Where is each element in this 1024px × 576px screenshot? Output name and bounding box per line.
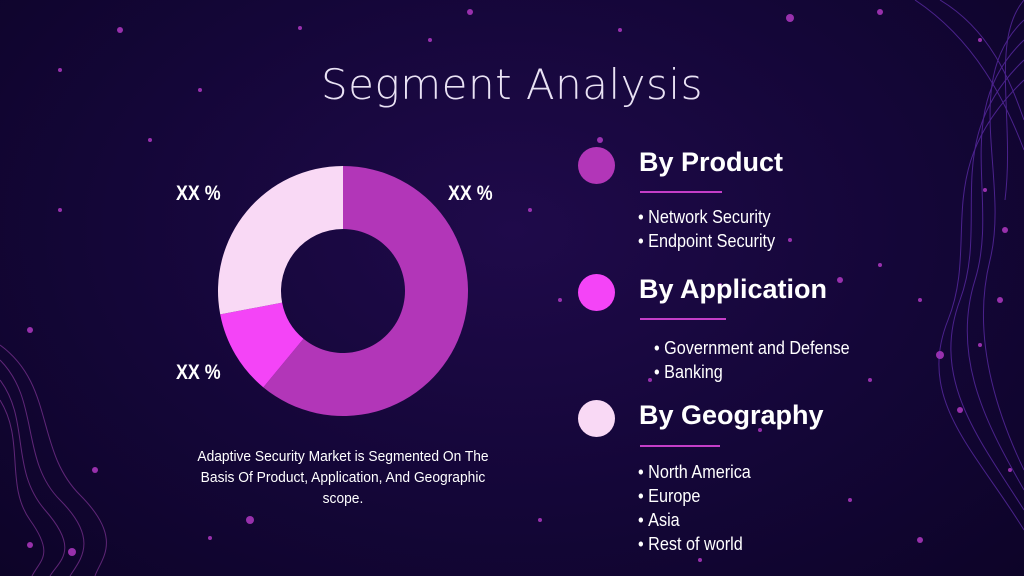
slice-label-top-right: XX % xyxy=(448,182,493,205)
list-item: Endpoint Security xyxy=(638,229,775,253)
segment-list: Network Security Endpoint Security xyxy=(638,205,775,253)
segment-underline xyxy=(640,318,726,320)
donut-slice-3 xyxy=(218,166,343,315)
slice-label-bottom-left: XX % xyxy=(176,361,221,384)
segment-heading: By Product xyxy=(639,147,784,177)
segment-list: Government and Defense Banking xyxy=(654,336,850,384)
list-item: Banking xyxy=(654,360,850,384)
list-item: Asia xyxy=(638,508,751,532)
list-item: Europe xyxy=(638,484,751,508)
list-item: Government and Defense xyxy=(654,336,850,360)
list-item: North America xyxy=(638,460,751,484)
page-title: Segment Analysis xyxy=(321,60,703,109)
segment-list: North America Europe Asia Rest of world xyxy=(638,460,751,556)
segment-heading: By Application xyxy=(639,274,828,304)
list-item: Rest of world xyxy=(638,532,751,556)
donut-slice-1 xyxy=(263,166,469,416)
segment-heading: By Geography xyxy=(639,400,824,430)
chart-caption: Adaptive Security Market is Segmented On… xyxy=(197,448,489,507)
segment-underline xyxy=(640,445,720,447)
segment-dot xyxy=(578,400,615,437)
segment-dot xyxy=(578,274,615,311)
slice-label-top-left: XX % xyxy=(176,182,221,205)
segment-underline xyxy=(640,191,722,193)
list-item: Network Security xyxy=(638,205,775,229)
segment-dot xyxy=(578,147,615,184)
donut-slice-2 xyxy=(220,302,304,388)
